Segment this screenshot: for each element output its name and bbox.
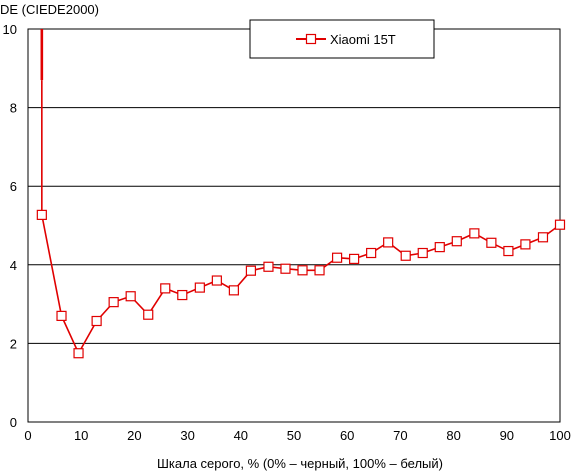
x-tick-labels: 0 10 20 30 40 50 60 70 80 90 100	[24, 428, 570, 443]
data-point-marker	[417, 247, 428, 259]
grid-lines	[28, 107, 560, 344]
data-point-marker	[451, 236, 462, 247]
data-point-marker	[194, 282, 205, 293]
data-point-marker	[91, 315, 102, 327]
y-tick-label: 0	[10, 415, 17, 430]
y-axis-title: DE (CIEDE2000)	[0, 2, 99, 17]
data-point-marker	[73, 348, 84, 359]
data-point-marker	[228, 285, 239, 296]
data-point-marker	[366, 247, 377, 259]
data-point-marker	[211, 275, 222, 286]
x-tick-label: 20	[127, 428, 141, 443]
data-point-marker	[125, 291, 136, 302]
x-tick-label: 100	[549, 428, 571, 443]
data-point-marker	[263, 261, 274, 272]
legend-label: Xiaomi 15T	[330, 32, 396, 47]
data-point-marker	[143, 309, 154, 320]
data-point-marker	[486, 237, 497, 248]
x-tick-label: 30	[180, 428, 194, 443]
y-tick-label: 6	[10, 179, 17, 194]
series-line	[41, 214, 561, 355]
y-tick-label: 4	[10, 258, 17, 273]
x-tick-label: 90	[500, 428, 514, 443]
data-point-marker	[56, 310, 67, 321]
x-tick-label: 60	[340, 428, 354, 443]
data-point-marker	[108, 297, 119, 308]
y-tick-label: 10	[3, 22, 17, 37]
legend-box	[249, 19, 435, 59]
data-point-marker	[434, 242, 445, 253]
data-point-marker	[520, 239, 531, 250]
x-tick-label: 70	[393, 428, 407, 443]
data-point-marker	[297, 265, 308, 276]
data-point-marker	[554, 219, 566, 230]
data-point-marker	[245, 265, 257, 276]
x-tick-label: 40	[234, 428, 248, 443]
y-tick-labels: 0 2 4 6 8 10	[3, 22, 17, 430]
x-tick-label: 0	[24, 428, 31, 443]
series-layer	[36, 29, 566, 359]
y-tick-label: 8	[10, 101, 17, 116]
x-axis-title: Шкала серого, % (0% – черный, 100% – бел…	[157, 456, 443, 471]
data-point-marker	[160, 283, 171, 294]
legend-marker-square	[305, 33, 317, 45]
data-point-marker	[331, 252, 343, 263]
data-point-marker	[537, 232, 549, 243]
data-point-marker	[177, 289, 188, 301]
data-point-marker	[314, 265, 325, 276]
x-tick-label: 10	[74, 428, 88, 443]
data-point-marker	[36, 209, 47, 220]
data-point-marker	[469, 228, 480, 239]
data-point-marker	[349, 253, 360, 265]
x-tick-label: 50	[287, 428, 301, 443]
y-tick-label: 2	[10, 336, 17, 351]
data-point-marker	[503, 245, 514, 257]
data-point-marker	[383, 237, 394, 248]
plot-frame	[27, 28, 561, 423]
data-point-marker	[400, 250, 411, 261]
data-point-marker	[280, 263, 291, 274]
legend: Xiaomi 15T	[249, 19, 435, 59]
x-tick-label: 80	[446, 428, 460, 443]
